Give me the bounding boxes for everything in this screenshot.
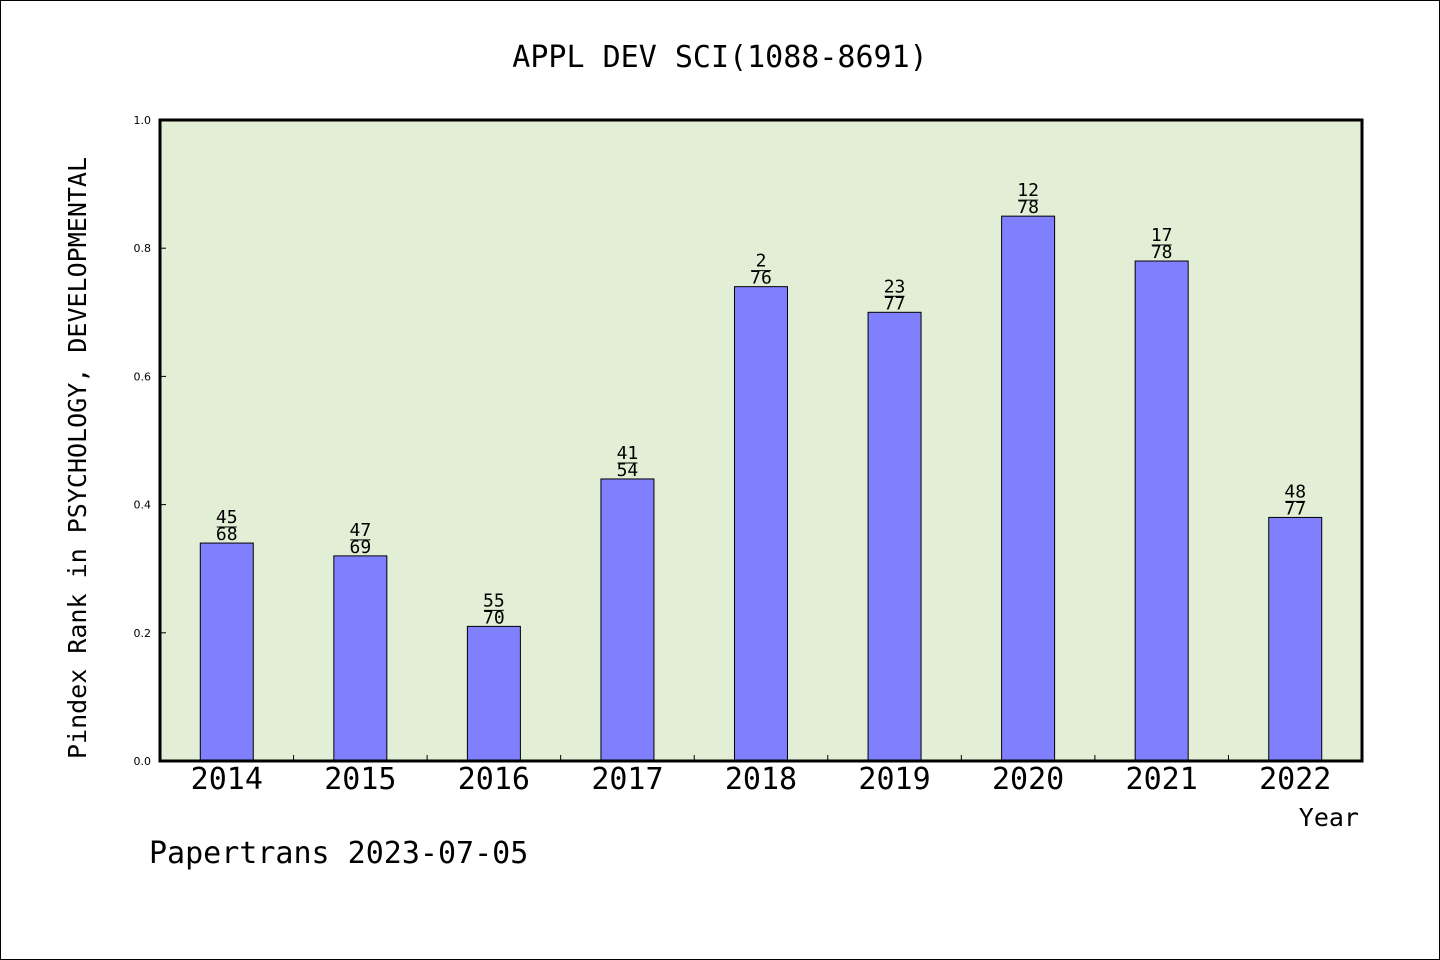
bar-rank-label: 48	[1284, 481, 1306, 502]
y-axis: 0.0 0.2 0.4 0.6 0.8 1.0	[134, 114, 166, 768]
bar-rank-label: 2	[756, 251, 767, 272]
bar-total-label: 78	[1017, 197, 1039, 218]
x-tick-label: 2016	[458, 762, 530, 797]
y-tick-label: 0.2	[134, 627, 152, 640]
bar-total-label: 77	[1284, 498, 1306, 519]
bar-total-label: 54	[617, 460, 639, 481]
bar-2015	[333, 555, 388, 762]
bar-2020	[1001, 215, 1056, 762]
x-tick-label: 2017	[591, 762, 663, 797]
bars-group	[199, 215, 1323, 762]
bar-rank-label: 41	[617, 443, 639, 464]
plot-border	[158, 118, 1364, 763]
y-tick-label: 0.0	[134, 755, 152, 768]
bar-total-label: 70	[483, 607, 505, 628]
x-tick-label: 2014	[191, 762, 263, 797]
x-tick-label: 2019	[858, 762, 930, 797]
y-axis-label: Pindex Rank in PSYCHOLOGY, DEVELOPMENTAL	[63, 157, 92, 759]
x-tick-label: 2021	[1126, 762, 1198, 797]
bar-2022	[1268, 516, 1323, 762]
y-tick-label: 1.0	[134, 114, 152, 127]
chart-title: APPL DEV SCI(1088-8691)	[512, 40, 927, 75]
x-tick-label: 2020	[992, 762, 1064, 797]
y-tick-label: 0.6	[134, 370, 152, 383]
bar-total-label: 68	[216, 524, 238, 545]
bar-total-label: 77	[884, 293, 906, 314]
bar-2014	[199, 542, 254, 762]
bar-2016	[466, 625, 521, 762]
bar-total-label: 76	[750, 268, 772, 289]
bar-rank-label: 55	[483, 590, 505, 611]
bar-rank-label: 23	[884, 276, 906, 297]
bar-2019	[867, 311, 922, 762]
bar-total-label: 78	[1151, 242, 1173, 263]
bar-total-label: 69	[349, 537, 371, 558]
y-tick-label: 0.4	[134, 499, 152, 512]
x-axis: 2014 2015 2016 2017 2018 2019 2020 2021 2022	[191, 755, 1331, 797]
bar-rank-label: 17	[1151, 225, 1173, 246]
x-axis-label: Year	[1299, 803, 1359, 832]
x-tick-label: 2018	[725, 762, 797, 797]
bar-2021	[1134, 260, 1189, 762]
x-tick-label: 2022	[1259, 762, 1331, 797]
x-tick-label: 2015	[324, 762, 396, 797]
bar-rank-label: 47	[349, 520, 371, 541]
bar-2018	[734, 286, 788, 762]
footer-text: Papertrans 2023-07-05	[149, 836, 528, 871]
bar-rank-label: 12	[1017, 180, 1039, 201]
y-tick-label: 0.8	[134, 242, 152, 255]
bar-2017	[600, 478, 655, 762]
bar-rank-label: 45	[216, 507, 238, 528]
